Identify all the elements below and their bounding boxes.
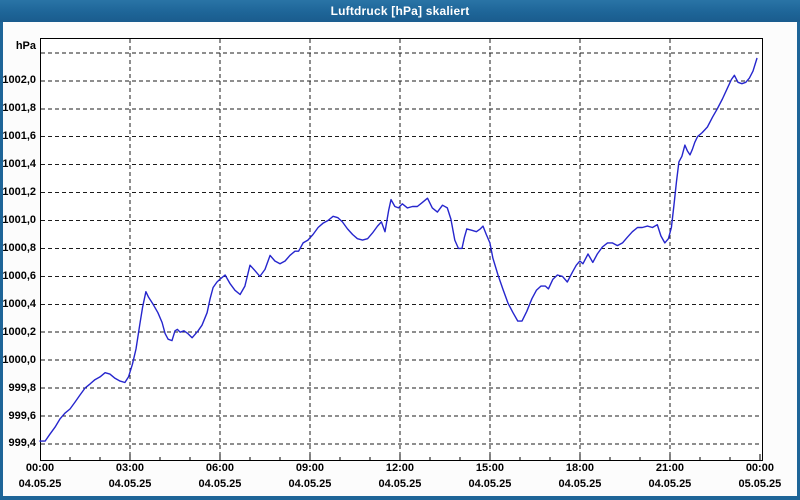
y-tick-label: 1000,0 (2, 353, 36, 366)
y-tick-label: 999,8 (8, 381, 36, 394)
x-tick-label-date: 04.05.25 (648, 478, 692, 490)
y-tick-label: 999,4 (8, 437, 36, 450)
x-tick-label-time: 03:00 (115, 462, 145, 474)
y-tick-label: 999,6 (8, 409, 36, 422)
x-tick-label-time: 21:00 (655, 462, 684, 474)
pressure-series-line (39, 57, 758, 442)
x-tick-label-time: 06:00 (205, 462, 235, 474)
x-tick-label-date: 05.05.25 (738, 478, 782, 490)
x-tick-label-time: 15:00 (475, 462, 504, 474)
x-tick-label-time: 18:00 (565, 462, 594, 474)
y-axis-unit-label: hPa (15, 40, 36, 52)
x-tick-label-date: 04.05.25 (378, 478, 422, 490)
y-tick-label: 1001,0 (2, 214, 36, 226)
x-tick-label-date: 04.05.25 (558, 478, 602, 490)
x-tick-label-time: 00:00 (25, 462, 55, 474)
y-tick-label: 1000,8 (2, 241, 36, 254)
x-tick-label-date: 04.05.25 (288, 478, 332, 490)
y-tick-label: 1000,6 (2, 269, 36, 282)
x-tick-label-date: 04.05.25 (108, 478, 152, 490)
plot-border (40, 38, 763, 461)
x-tick-label-date: 04.05.25 (468, 478, 512, 490)
y-tick-label: 1001,4 (2, 158, 36, 171)
x-tick-label-time: 00:00 (745, 462, 774, 474)
y-tick-label: 1001,6 (2, 130, 36, 143)
window-title: Luftdruck [hPa] skaliert (330, 4, 470, 18)
x-tick-label-time: 12:00 (385, 462, 414, 474)
x-tick-label-time: 09:00 (295, 462, 325, 474)
y-tick-label: 1001,2 (2, 186, 36, 199)
x-tick-label-date: 04.05.25 (18, 478, 62, 490)
y-tick-label: 1001,8 (2, 102, 36, 115)
y-tick-label: 1000,2 (2, 325, 36, 338)
window-titlebar[interactable]: Luftdruck [hPa] skaliert (0, 0, 800, 22)
y-tick-label: 1000,4 (2, 297, 36, 310)
y-tick-label: 1002,0 (2, 74, 36, 87)
x-tick-label-date: 04.05.25 (198, 478, 242, 490)
